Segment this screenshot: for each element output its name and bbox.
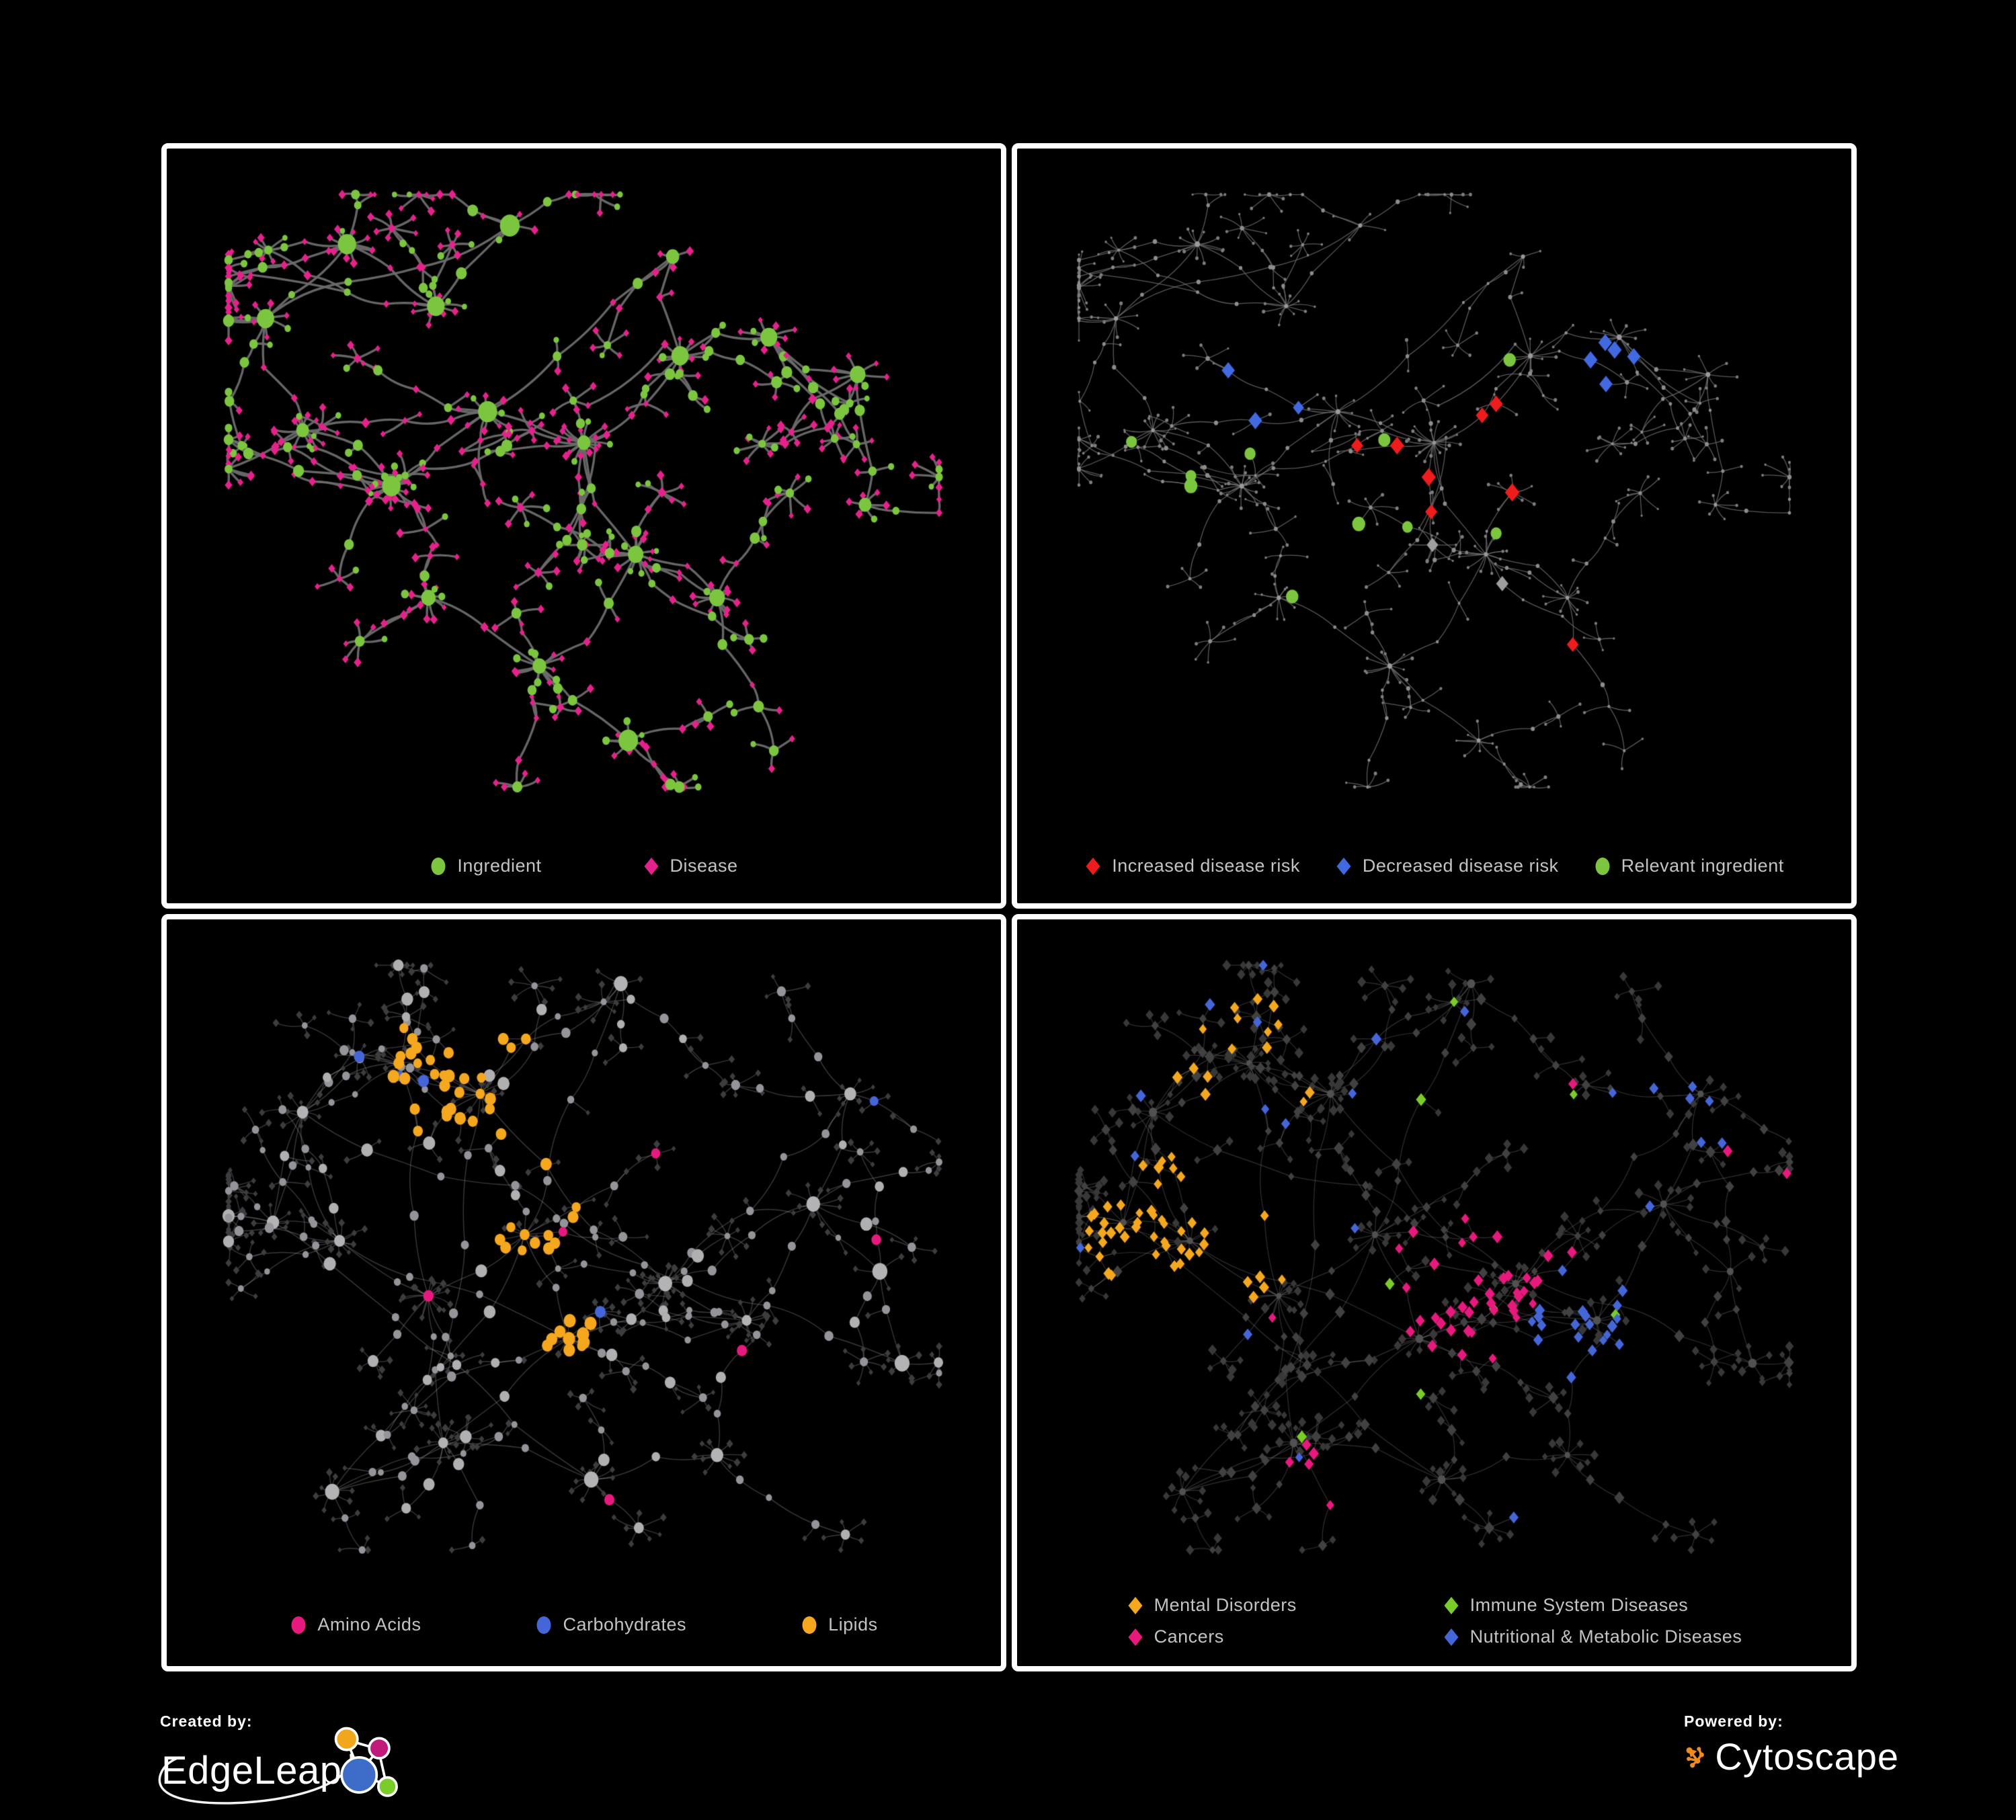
legend-item-relevant-ingredient: Relevant ingredient bbox=[1594, 856, 1784, 876]
diamond-legend-marker-icon bbox=[1128, 1628, 1143, 1646]
edgeleap-swoosh-icon bbox=[158, 1753, 352, 1805]
circle-legend-marker-icon bbox=[802, 1616, 817, 1634]
legend-label: Decreased disease risk bbox=[1362, 856, 1559, 876]
legend-item-nutritional-metabolic-diseases: Nutritional & Metabolic Diseases bbox=[1443, 1626, 1742, 1647]
legend-item-carbohydrates: Carbohydrates bbox=[535, 1614, 686, 1635]
legend-label: Lipids bbox=[828, 1614, 878, 1635]
edgeleap-credit: Created by: EdgeLeap bbox=[158, 1712, 402, 1820]
diamond-legend-marker-icon bbox=[1128, 1596, 1143, 1614]
cytoscape-credit: Powered by: Cytoscape bbox=[1684, 1712, 1899, 1807]
created-by-label: Created by: bbox=[160, 1712, 253, 1730]
legend-disease-class: Mental Disorders Immune System Diseases Ca… bbox=[1017, 1595, 1851, 1647]
circle-legend-marker-icon bbox=[1595, 857, 1610, 875]
legend-label: Nutritional & Metabolic Diseases bbox=[1469, 1626, 1742, 1647]
legend-nutrient-class: Amino Acids Carbohydrates Lipids bbox=[167, 1614, 1001, 1635]
circle-legend-marker-icon bbox=[431, 857, 446, 875]
legend-item-mental-disorders: Mental Disorders bbox=[1127, 1595, 1416, 1616]
diamond-legend-marker-icon bbox=[644, 857, 659, 875]
cytoscape-logo-text: Cytoscape bbox=[1715, 1735, 1899, 1778]
cytoscape-logo-icon bbox=[1686, 1746, 1704, 1768]
panel-ingredient-disease: Ingredient Disease bbox=[161, 143, 1006, 909]
panel-disease-risk: Increased disease risk Decreased disease … bbox=[1012, 143, 1857, 909]
network-canvas-nutrient-class bbox=[167, 919, 1001, 1666]
diamond-legend-marker-icon bbox=[1444, 1596, 1459, 1614]
edgeleap-logo: EdgeLeap bbox=[158, 1727, 402, 1817]
legend-label: Disease bbox=[670, 856, 738, 876]
legend-item-amino-acids: Amino Acids bbox=[290, 1614, 421, 1635]
legend-label: Immune System Diseases bbox=[1469, 1595, 1689, 1615]
diamond-legend-marker-icon bbox=[1086, 857, 1100, 875]
legend-item-increased-disease-risk: Increased disease risk bbox=[1084, 856, 1300, 876]
legend-item-decreased-disease-risk: Decreased disease risk bbox=[1335, 856, 1559, 876]
legend-label: Relevant ingredient bbox=[1621, 856, 1784, 876]
legend-label: Carbohydrates bbox=[563, 1614, 687, 1635]
circle-legend-marker-icon bbox=[536, 1616, 551, 1634]
network-canvas-ingredient-disease bbox=[167, 149, 1001, 903]
network-canvas-disease-risk bbox=[1017, 149, 1851, 903]
legend-label: Ingredient bbox=[457, 856, 542, 876]
diamond-legend-marker-icon bbox=[1336, 857, 1351, 875]
circle-legend-marker-icon bbox=[291, 1616, 306, 1634]
legend-item-ingredient: Ingredient bbox=[430, 856, 541, 876]
legend-label: Mental Disorders bbox=[1154, 1595, 1297, 1615]
diamond-legend-marker-icon bbox=[1444, 1628, 1459, 1646]
panel-nutrient-class: Amino Acids Carbohydrates Lipids bbox=[161, 914, 1006, 1671]
legend-ingredient-disease: Ingredient Disease bbox=[167, 856, 1001, 876]
legend-item-cancers: Cancers bbox=[1127, 1626, 1416, 1647]
edgeleap-logo-icon bbox=[334, 1727, 398, 1797]
powered-by-label: Powered by: bbox=[1684, 1712, 1783, 1730]
panel-disease-class: Mental Disorders Immune System Diseases Ca… bbox=[1012, 914, 1857, 1671]
legend-item-disease: Disease bbox=[643, 856, 738, 876]
legend-item-lipids: Lipids bbox=[801, 1614, 878, 1635]
legend-label: Cancers bbox=[1154, 1626, 1224, 1647]
edgeleap-logo-text: EdgeLeap bbox=[161, 1749, 342, 1792]
network-canvas-disease-class bbox=[1017, 919, 1851, 1666]
legend-label: Increased disease risk bbox=[1112, 856, 1300, 876]
legend-label: Amino Acids bbox=[317, 1614, 421, 1635]
legend-item-immune-system-diseases: Immune System Diseases bbox=[1443, 1595, 1742, 1616]
legend-disease-risk: Increased disease risk Decreased disease … bbox=[1017, 856, 1851, 876]
